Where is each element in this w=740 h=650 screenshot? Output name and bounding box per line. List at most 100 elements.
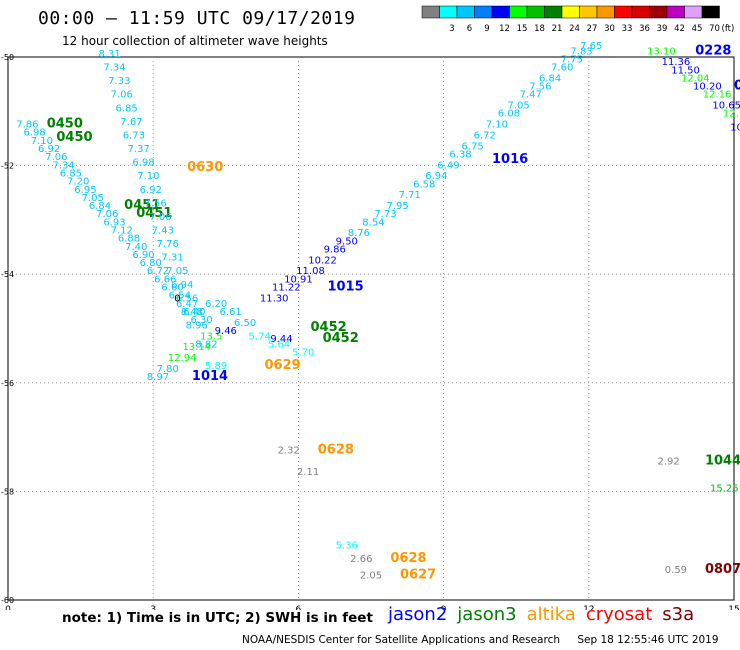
legend-label: 30 xyxy=(604,24,615,34)
wave-height-value: 12.04 xyxy=(681,73,710,84)
wave-height-value: 15.25 xyxy=(710,483,739,494)
wave-height-value: 7.86 xyxy=(16,120,38,131)
wave-height-value: 6.73 xyxy=(123,130,145,141)
legend-label: 21 xyxy=(552,24,563,34)
pass-time-label: 0628 xyxy=(318,442,354,457)
page-title: 00:00 – 11:59 UTC 09/17/2019 xyxy=(38,8,356,29)
wave-height-value: 7.76 xyxy=(157,239,179,250)
satellite-altika: altika xyxy=(526,604,576,625)
pass-time-label: 1016 xyxy=(492,152,528,167)
wave-height-value: 6.08 xyxy=(498,109,520,120)
wave-height-value: 6.85 xyxy=(60,168,82,179)
wave-height-value: 7.12 xyxy=(111,225,133,236)
satellite-s3a: s3a xyxy=(662,604,695,625)
wave-height-value: 12.16 xyxy=(703,90,732,101)
legend-label: 12 xyxy=(499,24,510,34)
wave-height-value: 8.31 xyxy=(99,49,121,60)
map-frame xyxy=(7,56,735,601)
wave-height-value: 11.30 xyxy=(260,293,289,304)
wave-height-value: 9.86 xyxy=(324,244,346,255)
wave-height-value: 7.05 xyxy=(82,193,104,204)
legend-label: 24 xyxy=(569,24,580,34)
page-subtitle: 12 hour collection of altimeter wave hei… xyxy=(62,34,328,48)
wave-height-value: 8.82 xyxy=(195,340,217,351)
wave-height-value: 6.98 xyxy=(132,158,154,169)
wave-height-value: 6.94 xyxy=(171,280,193,291)
wave-height-value: 7.80 xyxy=(157,364,179,375)
wave-height-value: 7.20 xyxy=(67,177,89,188)
wave-height-value: 7.95 xyxy=(386,201,408,212)
footer: NOAA/NESDIS Center for Satellite Applica… xyxy=(242,634,733,646)
wave-height-value: 10.22 xyxy=(308,255,337,266)
wave-height-value: 10.7 xyxy=(730,122,740,133)
wave-height-value: 7.33 xyxy=(108,76,130,87)
wave-height-value: 6.20 xyxy=(205,299,227,310)
x-tick-label: 0 xyxy=(5,605,11,610)
wave-height-value: 7.05 xyxy=(166,266,188,277)
legend-swatch xyxy=(701,5,720,19)
wave-height-value: 13.10 xyxy=(647,46,676,57)
pass-time-label: 0452 xyxy=(323,331,359,346)
wave-height-value: 7.10 xyxy=(486,120,508,131)
pass-time-label: 1015 xyxy=(327,279,363,294)
wave-height-value: 8.76 xyxy=(348,228,370,239)
pass-time-label: 0630 xyxy=(187,160,223,175)
wave-height-value: 9.50 xyxy=(336,236,358,247)
wave-height-value: 5.36 xyxy=(336,540,358,551)
wave-height-value: 2.05 xyxy=(360,570,382,581)
pass-time-label: 0629 xyxy=(265,358,301,373)
wave-height-value: 0.59 xyxy=(665,565,687,576)
wave-height-map: 0 3 6 9 12 15-50-52-54-56-58-607.866.987.106.… xyxy=(1,41,740,610)
x-tick-label: 6 xyxy=(296,605,302,610)
pass-time-label: 0228 xyxy=(695,43,731,58)
pass-time-label: 0229 xyxy=(734,79,740,94)
wave-height-value: 0 xyxy=(174,293,180,304)
satellite-jason2: jason2 xyxy=(388,604,448,625)
wave-height-value: 6.38 xyxy=(449,149,471,160)
wave-height-value: 9.46 xyxy=(215,326,237,337)
wave-height-value: 8.97 xyxy=(147,372,169,383)
wave-height-value: 6.84 xyxy=(89,201,111,212)
footer-timestamp: Sep 18 12:55:46 UTC 2019 xyxy=(577,634,719,646)
pass-time-label: 1044 xyxy=(705,453,740,468)
wave-height-value: 6.40 xyxy=(183,307,205,318)
y-tick-label: -58 xyxy=(1,487,14,496)
wave-height-value: 6.88 xyxy=(118,234,140,245)
wave-height-value: 13.14 xyxy=(182,342,211,353)
wave-height-value: 7.65 xyxy=(580,41,602,52)
wave-height-value: 6.56 xyxy=(176,293,198,304)
wave-height-value: 6.58 xyxy=(413,179,435,190)
satellite-cryosat: cryosat xyxy=(585,604,653,625)
wave-height-value: 7.34 xyxy=(53,160,75,171)
wave-height-value: 7.83 xyxy=(570,46,592,57)
wave-height-value: 7.31 xyxy=(161,253,183,264)
pass-time-label: 0451 xyxy=(136,206,172,221)
wave-height-value: 8.96 xyxy=(186,321,208,332)
wave-height-value: 6.72 xyxy=(474,130,496,141)
wave-height-value: 7.60 xyxy=(551,63,573,74)
pass-time-label: 0628 xyxy=(390,551,426,566)
legend-label: 27 xyxy=(587,24,598,34)
wave-height-value: 6.49 xyxy=(437,160,459,171)
wave-height-value: 5.74 xyxy=(249,331,271,342)
wave-height-value: 11.08 xyxy=(296,266,325,277)
wave-height-value: 7.06 xyxy=(149,212,171,223)
color-legend: 3 6 9 12 15 18 21 24 27 30 33 36 39 42 45 70 (ft) xyxy=(421,5,735,34)
pass-time-label: 0627 xyxy=(400,567,436,582)
wave-height-value: 6.54 xyxy=(169,291,191,302)
pass-time-label: 0450 xyxy=(47,117,83,132)
wave-height-value: 6.50 xyxy=(234,318,256,329)
wave-height-value: 7.56 xyxy=(144,198,166,209)
wave-height-value: 6.60 xyxy=(161,282,183,293)
wave-height-value: 2.92 xyxy=(658,456,680,467)
wave-height-value: 7.67 xyxy=(120,117,142,128)
legend-label: 18 xyxy=(534,24,545,34)
legend-label: 70 xyxy=(709,24,720,34)
wave-height-value: 7.37 xyxy=(128,144,150,155)
legend-unit: (ft) xyxy=(722,24,735,34)
wave-height-value: 6.94 xyxy=(425,171,447,182)
note-text: note: 1) Time is in UTC; 2) SWH is in fe… xyxy=(62,610,373,626)
wave-height-value: 12.7 xyxy=(723,109,740,120)
wave-height-value: 6.75 xyxy=(462,141,484,152)
wave-height-value: 6.90 xyxy=(132,250,154,261)
